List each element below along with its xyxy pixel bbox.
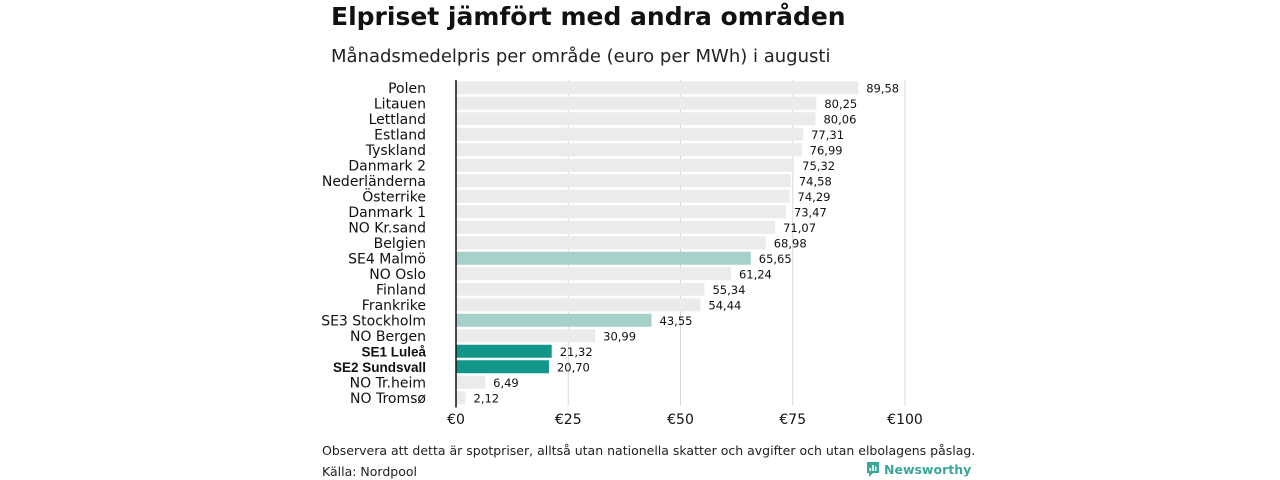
value-label: 74,58	[799, 174, 832, 188]
bar-chart: Polen 89,58 Litauen 80,25 Lettland 80,06 Estla…	[321, 80, 923, 428]
category-label: SE1 Luleå	[361, 344, 426, 359]
category-label: Belgien	[374, 236, 426, 252]
chart-subtitle: Månadsmedelpris per område (euro per MWh…	[331, 46, 831, 67]
value-label: 65,65	[759, 252, 792, 266]
category-label: NO Oslo	[369, 267, 426, 283]
bar	[456, 236, 766, 250]
category-label: Litauen	[374, 96, 426, 112]
category-label: Lettland	[369, 112, 426, 128]
value-label: 54,44	[708, 298, 741, 312]
category-label: Frankrike	[362, 298, 426, 314]
chart-title: Elpriset jämfört med andra områden	[331, 2, 846, 31]
bar	[456, 267, 731, 281]
bar	[456, 298, 701, 312]
category-label: NO Bergen	[350, 329, 426, 345]
bar	[456, 205, 786, 219]
bar	[456, 189, 790, 203]
x-tick-label: €25	[555, 412, 582, 428]
value-label: 74,29	[798, 190, 831, 204]
bar	[456, 112, 816, 126]
bar	[456, 220, 776, 234]
value-label: 73,47	[794, 205, 827, 219]
bar	[456, 344, 552, 358]
value-label: 76,99	[810, 143, 843, 157]
category-label: Österrike	[362, 187, 426, 205]
source-label: Källa: Nordpool	[322, 464, 417, 479]
value-label: 77,31	[811, 128, 844, 142]
x-tick-label: €100	[887, 412, 923, 428]
x-tick-label: €75	[779, 412, 806, 428]
value-label: 6,49	[493, 376, 519, 390]
category-label: SE2 Sundsvall	[333, 360, 426, 375]
bar	[456, 143, 802, 157]
value-label: 80,25	[824, 97, 857, 111]
bar	[456, 329, 596, 343]
bar	[456, 360, 549, 374]
value-label: 80,06	[823, 112, 856, 126]
value-label: 68,98	[774, 236, 807, 250]
x-tick-label: €50	[667, 412, 694, 428]
value-label: 20,70	[557, 360, 590, 374]
bar	[456, 158, 795, 172]
value-label: 55,34	[712, 283, 745, 297]
category-label: NO Kr.sand	[348, 220, 426, 236]
category-label: Estland	[374, 127, 426, 143]
value-label: 30,99	[603, 329, 636, 343]
bar	[456, 251, 751, 265]
value-label: 21,32	[560, 345, 593, 359]
category-label: Tyskland	[365, 143, 426, 159]
category-label: SE4 Malmö	[348, 251, 426, 267]
value-label: 75,32	[802, 159, 835, 173]
category-label: NO Tr.heim	[350, 375, 426, 391]
value-label: 89,58	[866, 81, 899, 95]
category-label: Danmark 2	[348, 158, 426, 174]
x-tick-label: €0	[447, 412, 465, 428]
brand-logo: Newsworthy	[866, 461, 971, 478]
bar	[456, 391, 466, 405]
category-label: Finland	[376, 282, 426, 298]
bar	[456, 375, 486, 389]
category-label: SE3 Stockholm	[321, 313, 426, 329]
category-label: Polen	[388, 81, 426, 97]
bar	[456, 127, 804, 141]
value-label: 2,12	[474, 391, 500, 405]
brand-name: Newsworthy	[884, 462, 972, 477]
bar	[456, 81, 859, 95]
bar	[456, 282, 705, 296]
newsworthy-icon	[867, 462, 879, 477]
footnote: Observera att detta är spotpriser, allts…	[322, 443, 976, 458]
value-label: 71,07	[783, 221, 816, 235]
value-label: 43,55	[660, 314, 693, 328]
value-label: 61,24	[739, 267, 772, 281]
bar	[456, 313, 652, 327]
bar	[456, 174, 791, 188]
category-label: NO Tromsø	[350, 391, 426, 407]
category-label: Danmark 1	[348, 205, 426, 221]
category-label: Nederländerna	[322, 174, 426, 190]
bar	[456, 96, 817, 110]
